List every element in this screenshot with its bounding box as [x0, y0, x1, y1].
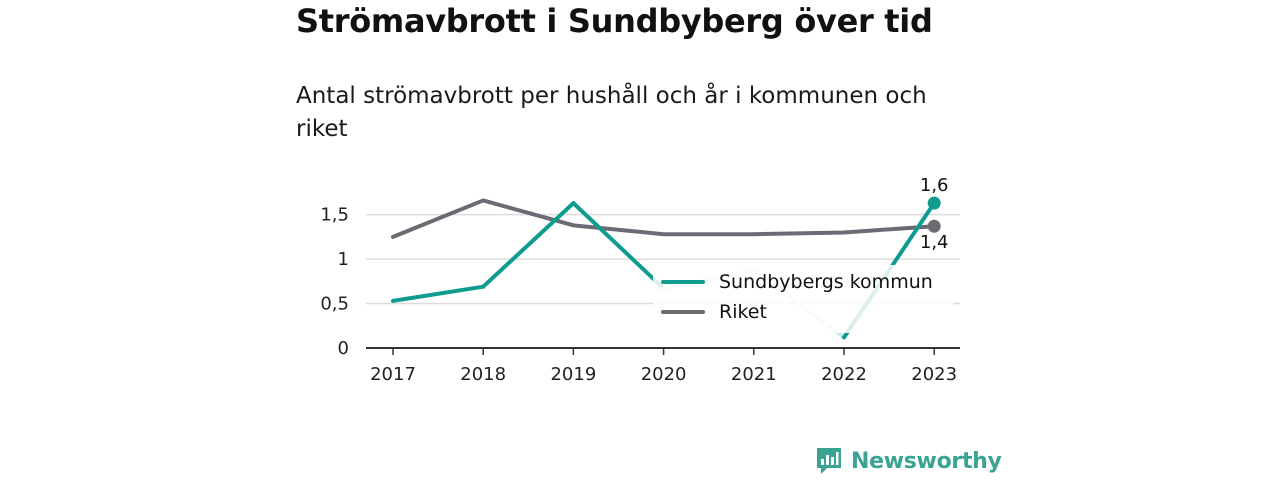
series-segment-sundbyberg	[391, 284, 486, 303]
y-tick-label: 1,5	[320, 205, 349, 226]
endpoint-riket[interactable]	[927, 219, 941, 233]
legend-item-riket[interactable]: Riket	[661, 301, 767, 323]
x-tick-label: 2019	[550, 364, 596, 385]
series-segment-sundbyberg	[571, 201, 666, 291]
chart-title: Strömavbrott i Sundbyberg över tid	[296, 2, 933, 40]
y-axis-tick-labels: 0 0,5 1 1,5	[320, 205, 349, 359]
x-tick-label: 2017	[370, 364, 416, 385]
x-axis-tick-labels: 2017 2018 2019 2020 2021 2022 2023	[370, 364, 957, 385]
x-tick-label: 2022	[821, 364, 867, 385]
series-segment-sundbyberg	[481, 201, 576, 289]
y-tick-label: 0,5	[320, 294, 349, 315]
y-tick-label: 1	[338, 249, 349, 270]
legend-item-sundbyberg[interactable]: Sundbybergs kommun	[661, 271, 933, 293]
chart-legend: Sundbybergs kommun Riket	[653, 265, 953, 333]
bar-chart-speech-icon	[817, 448, 841, 474]
end-label-riket: 1,4	[920, 232, 949, 253]
x-tick-label: 2018	[460, 364, 506, 385]
brand-name: Newsworthy	[851, 448, 1002, 474]
series-line-riket	[391, 198, 937, 239]
series-endpoints: 1,4 1,6	[920, 175, 949, 253]
legend-swatch-sundbyberg	[661, 280, 705, 284]
legend-label-riket: Riket	[719, 301, 767, 323]
endpoint-sundbyberg[interactable]	[927, 196, 941, 210]
x-tick-label: 2021	[731, 364, 777, 385]
end-label-sundbyberg: 1,6	[920, 175, 949, 196]
legend-label-sundbyberg: Sundbybergs kommun	[719, 271, 933, 293]
legend-swatch-riket	[661, 310, 705, 314]
chart-subtitle: Antal strömavbrott per hushåll och år i …	[296, 83, 927, 142]
x-tick-label: 2020	[641, 364, 687, 385]
brand-logo: Newsworthy	[815, 446, 1002, 476]
x-axis	[366, 347, 960, 355]
y-tick-label: 0	[338, 338, 349, 359]
x-tick-label: 2023	[911, 364, 957, 385]
